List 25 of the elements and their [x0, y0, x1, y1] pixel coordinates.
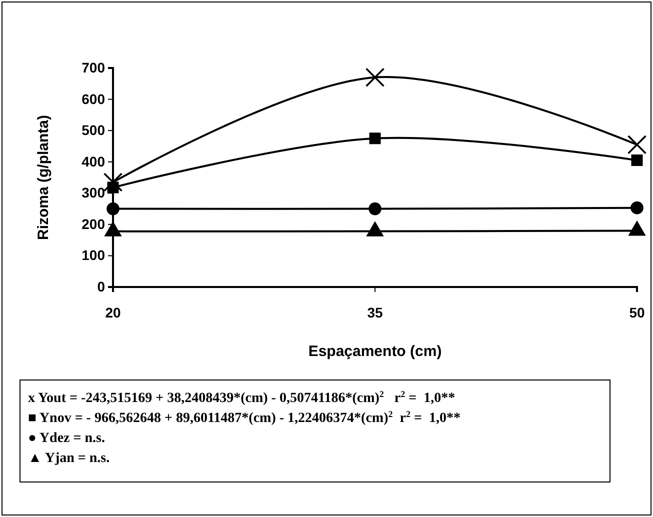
x-tick-label: 20	[105, 304, 121, 320]
y-tick-label: 600	[82, 90, 106, 107]
point	[369, 132, 381, 144]
point	[630, 201, 644, 214]
y-tick-label: 200	[82, 216, 106, 232]
point	[368, 202, 382, 216]
point	[106, 202, 120, 216]
y-tick-label: 100	[82, 247, 106, 264]
y-tick-label: 400	[82, 153, 106, 170]
text: ● Ydez = n.s.	[28, 431, 105, 446]
y-tick-label: 500	[82, 122, 106, 138]
point	[631, 154, 643, 166]
y-tick-label: 300	[82, 184, 106, 201]
y-tick-label: 0	[97, 278, 106, 294]
y-axis-title: Rizoma (g/planta)	[35, 114, 52, 240]
y-tick-label: 700	[82, 59, 106, 76]
point	[103, 172, 123, 192]
point	[627, 135, 647, 154]
text: x Yout = -243,515169 + 38,2408439*(cm) - 0,50741186*(cm)$^{2}$ r$^{2}$ = 1,0**	[28, 389, 456, 406]
x-axis-title: Espaçamento (cm)	[308, 343, 442, 360]
point	[365, 68, 385, 87]
x-tick-label: 50	[629, 304, 645, 320]
x-tick-label: 35	[367, 304, 383, 320]
text: ▲ Yjan = n.s.	[28, 451, 110, 466]
text: ■ Ynov = - 966,562648 + 89,6011487*(cm) - 1,22406374*(cm)$^{2}$ r$^{2}$ = 1,0**	[28, 409, 460, 426]
